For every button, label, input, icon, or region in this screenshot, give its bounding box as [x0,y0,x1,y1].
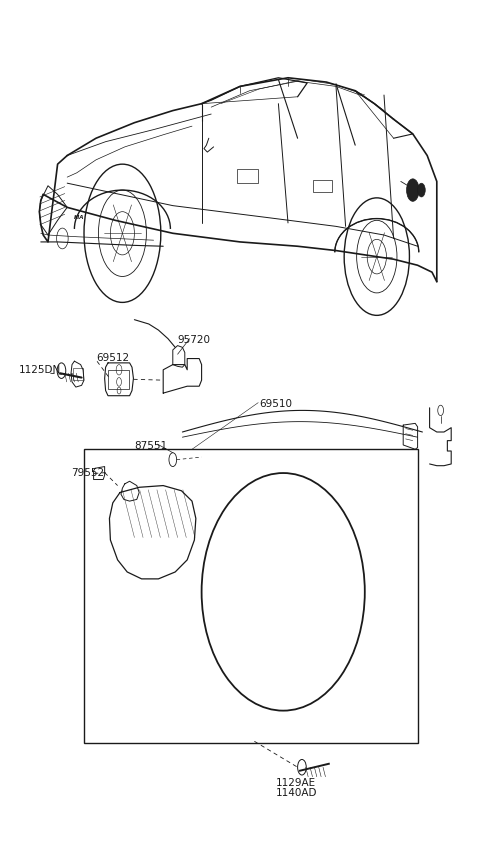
Text: 1129AE: 1129AE [276,778,316,788]
Text: KIA: KIA [74,215,84,220]
Text: 79552: 79552 [71,468,104,479]
Circle shape [407,179,419,201]
Text: 1140AD: 1140AD [276,788,317,798]
Text: 69510: 69510 [259,399,292,410]
Text: 1125DN: 1125DN [19,365,61,375]
Text: 95720: 95720 [178,335,211,346]
Text: 69512: 69512 [96,353,129,363]
Circle shape [418,183,425,197]
Text: 87551: 87551 [134,441,168,451]
